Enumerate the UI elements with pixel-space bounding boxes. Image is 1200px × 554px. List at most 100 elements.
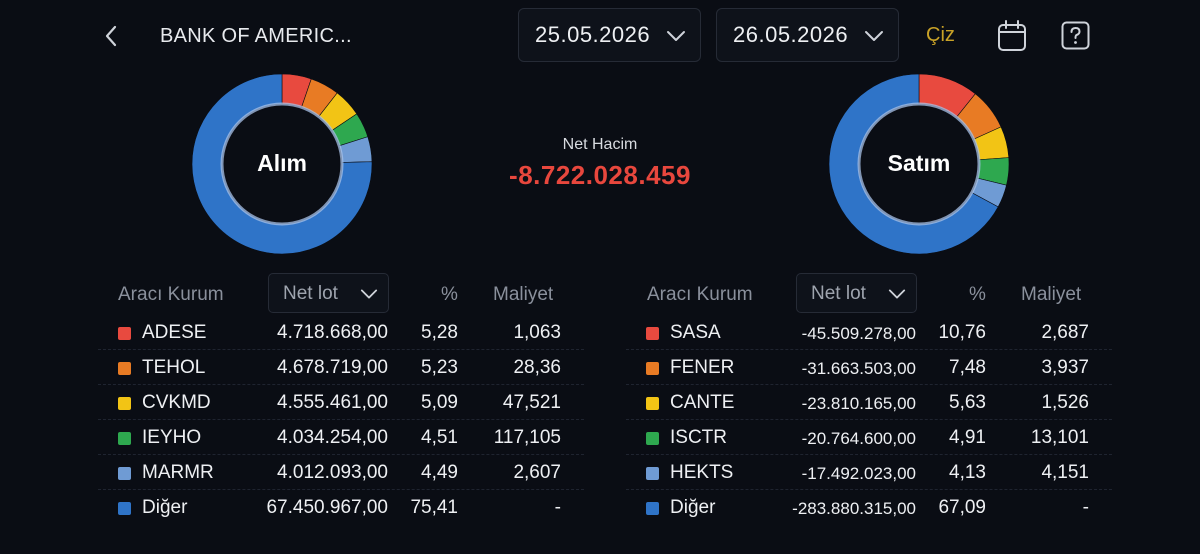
net-lot-value: -20.764.600,00 xyxy=(801,429,916,448)
percent-value: 5,28 xyxy=(421,322,458,343)
cost-value: 3,937 xyxy=(1041,357,1089,378)
buy-table-row[interactable]: CVKMD 4.555.461,00 5,09 47,521 xyxy=(98,385,584,420)
legend-swatch xyxy=(118,362,131,375)
percent-value: 4,13 xyxy=(949,462,986,483)
sell-sort-label: Net lot xyxy=(811,283,866,304)
start-date-picker[interactable]: 25.05.2026 xyxy=(518,8,701,62)
buy-table-row[interactable]: TEHOL 4.678.719,00 5,23 28,36 xyxy=(98,350,584,385)
back-button[interactable] xyxy=(100,22,124,50)
buy-donut-chart xyxy=(191,73,373,255)
legend-swatch xyxy=(646,362,659,375)
legend-swatch xyxy=(646,432,659,445)
end-date-picker[interactable]: 26.05.2026 xyxy=(716,8,899,62)
net-lot-value: 4.012.093,00 xyxy=(277,462,388,483)
cost-value: 1,526 xyxy=(1041,392,1089,413)
draw-button[interactable]: Çiz xyxy=(926,24,955,46)
broker-name: MARMR xyxy=(142,462,214,483)
legend-swatch xyxy=(646,467,659,480)
broker-name: ADESE xyxy=(142,322,207,343)
calendar-icon xyxy=(998,20,1026,51)
start-date-value: 25.05.2026 xyxy=(535,22,651,47)
donut-inner-ring xyxy=(220,102,344,226)
sell-table-row[interactable]: Diğer -283.880.315,00 67,09 - xyxy=(626,490,1112,525)
broker-name: SASA xyxy=(670,322,721,343)
cost-value: 28,36 xyxy=(513,357,561,378)
legend-swatch xyxy=(646,397,659,410)
buy-col-pct: % xyxy=(441,284,458,305)
cost-value: 1,063 xyxy=(513,322,561,343)
broker-name: CANTE xyxy=(670,392,735,413)
cost-value: 47,521 xyxy=(502,392,561,413)
cost-value: - xyxy=(554,497,561,518)
legend-swatch xyxy=(646,327,659,340)
net-volume-value: -8.722.028.459 xyxy=(509,160,691,190)
cost-value: 4,151 xyxy=(1041,462,1089,483)
chevron-down-icon xyxy=(360,289,378,299)
sell-table-row[interactable]: SASA -45.509.278,00 10,76 2,687 xyxy=(626,315,1112,350)
net-lot-value: -283.880.315,00 xyxy=(792,499,916,518)
buy-table-row[interactable]: IEYHO 4.034.254,00 4,51 117,105 xyxy=(98,420,584,455)
sell-donut-chart xyxy=(828,73,1010,255)
broker-name: ISCTR xyxy=(670,427,727,448)
net-lot-value: -23.810.165,00 xyxy=(801,394,916,413)
buy-table-row[interactable]: Diğer 67.450.967,00 75,41 - xyxy=(98,490,584,525)
percent-value: 4,49 xyxy=(421,462,458,483)
sell-table-row[interactable]: HEKTS -17.492.023,00 4,13 4,151 xyxy=(626,455,1112,490)
net-lot-value: 4.555.461,00 xyxy=(277,392,388,413)
cost-value: 2,687 xyxy=(1041,322,1089,343)
donut-inner-ring xyxy=(857,102,981,226)
legend-swatch xyxy=(118,327,131,340)
cost-value: 13,101 xyxy=(1030,427,1089,448)
net-lot-value: -45.509.278,00 xyxy=(801,324,916,343)
net-lot-value: -17.492.023,00 xyxy=(801,464,916,483)
buy-donut-label: Alım xyxy=(257,150,307,176)
sell-donut-label: Satım xyxy=(887,150,951,176)
net-lot-value: 4.678.719,00 xyxy=(277,357,388,378)
buy-col-broker: Aracı Kurum xyxy=(118,284,224,305)
cost-value: 2,607 xyxy=(513,462,561,483)
net-volume-label: Net Hacim xyxy=(562,136,638,153)
calendar-button[interactable] xyxy=(997,20,1027,51)
help-icon xyxy=(1061,21,1090,50)
end-date-value: 26.05.2026 xyxy=(733,22,849,47)
broker-name: FENER xyxy=(670,357,735,378)
help-button[interactable] xyxy=(1061,21,1091,51)
sell-table-row[interactable]: CANTE -23.810.165,00 5,63 1,526 xyxy=(626,385,1112,420)
net-lot-value: -31.663.503,00 xyxy=(801,359,916,378)
chevron-left-icon xyxy=(105,25,117,47)
sell-table-row[interactable]: FENER -31.663.503,00 7,48 3,937 xyxy=(626,350,1112,385)
net-lot-value: 4.718.668,00 xyxy=(277,322,388,343)
buy-col-cost: Maliyet xyxy=(493,284,554,305)
percent-value: 4,51 xyxy=(421,427,458,448)
sell-col-pct: % xyxy=(969,284,986,305)
percent-value: 4,91 xyxy=(949,427,986,448)
net-lot-value: 4.034.254,00 xyxy=(277,427,388,448)
sell-sort-dropdown[interactable]: Net lot xyxy=(796,273,917,313)
sell-table: SASA -45.509.278,00 10,76 2,687 FENER -31.663… xyxy=(626,315,1112,525)
sell-col-cost: Maliyet xyxy=(1021,284,1082,305)
broker-name: Diğer xyxy=(670,497,716,518)
cost-value: - xyxy=(1082,497,1089,518)
legend-swatch xyxy=(118,432,131,445)
buy-sort-dropdown[interactable]: Net lot xyxy=(268,273,389,313)
chevron-down-icon xyxy=(865,31,883,41)
buy-table-row[interactable]: MARMR 4.012.093,00 4,49 2,607 xyxy=(98,455,584,490)
chevron-down-icon xyxy=(667,31,685,41)
broker-name: CVKMD xyxy=(142,392,211,413)
sell-table-row[interactable]: ISCTR -20.764.600,00 4,91 13,101 xyxy=(626,420,1112,455)
legend-swatch xyxy=(646,502,659,515)
buy-sort-label: Net lot xyxy=(283,283,338,304)
percent-value: 5,09 xyxy=(421,392,458,413)
chevron-down-icon xyxy=(888,289,906,299)
buy-table: ADESE 4.718.668,00 5,28 1,063 TEHOL 4.678.719… xyxy=(98,315,584,525)
percent-value: 67,09 xyxy=(938,497,986,518)
percent-value: 75,41 xyxy=(410,497,458,518)
legend-swatch xyxy=(118,397,131,410)
broker-name: HEKTS xyxy=(670,462,734,483)
broker-name: IEYHO xyxy=(142,427,202,448)
cost-value: 117,105 xyxy=(493,427,561,448)
broker-name: TEHOL xyxy=(142,357,206,378)
legend-swatch xyxy=(118,467,131,480)
buy-table-row[interactable]: ADESE 4.718.668,00 5,28 1,063 xyxy=(98,315,584,350)
percent-value: 5,23 xyxy=(421,357,458,378)
